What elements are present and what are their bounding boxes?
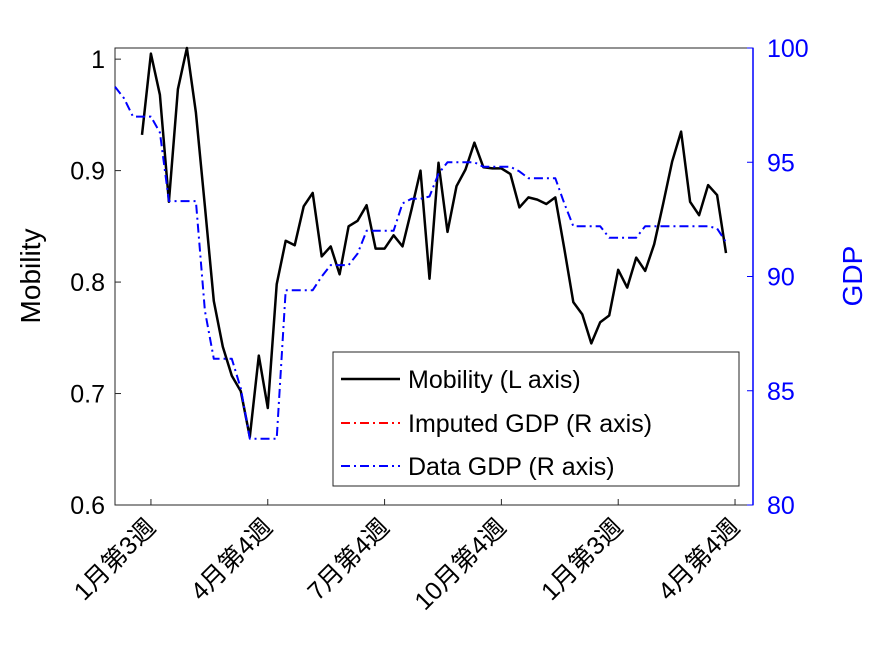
legend-label-mobility: Mobility (L axis)	[408, 366, 581, 394]
left-tick-label: 0.8	[70, 269, 105, 297]
left-tick-label: 1	[91, 46, 105, 74]
legend-box	[332, 351, 740, 487]
left-tick-label: 0.9	[70, 158, 105, 186]
x-tick-label: 4月第4週	[653, 513, 745, 605]
legend: Mobility (L axis) Imputed GDP (R axis) D…	[332, 351, 740, 487]
left-axis: 0.6 0.7 0.8 0.9 1	[70, 46, 121, 520]
left-tick-label: 0.6	[70, 492, 105, 520]
x-tick-label: 1月第3週	[69, 513, 161, 605]
x-tick-label: 4月第4週	[186, 513, 278, 605]
series-layer	[114, 46, 728, 440]
right-axis-title: GDP	[837, 246, 868, 307]
right-tick-label: 95	[767, 149, 795, 177]
x-tick-label: 1月第3週	[536, 513, 628, 605]
left-tick-label: 0.7	[70, 381, 105, 409]
x-tick-label: 7月第4週	[302, 513, 394, 605]
data-gdp-line	[114, 86, 727, 440]
right-tick-label: 85	[767, 378, 795, 406]
legend-label-data-gdp: Data GDP (R axis)	[408, 453, 615, 481]
x-axis: 1月第3週 4月第4週 7月第4週 10月第4週 1月第3週 4月第4週	[69, 499, 745, 616]
right-tick-label: 90	[767, 264, 795, 292]
left-axis-title: Mobility	[15, 229, 46, 324]
right-axis: 80 85 90 95 100	[747, 35, 809, 520]
legend-label-imputed-gdp: Imputed GDP (R axis)	[408, 410, 652, 438]
mobility-line	[140, 46, 728, 439]
x-tick-label: 10月第4週	[409, 513, 511, 615]
right-tick-label: 100	[767, 35, 809, 63]
right-tick-label: 80	[767, 492, 795, 520]
